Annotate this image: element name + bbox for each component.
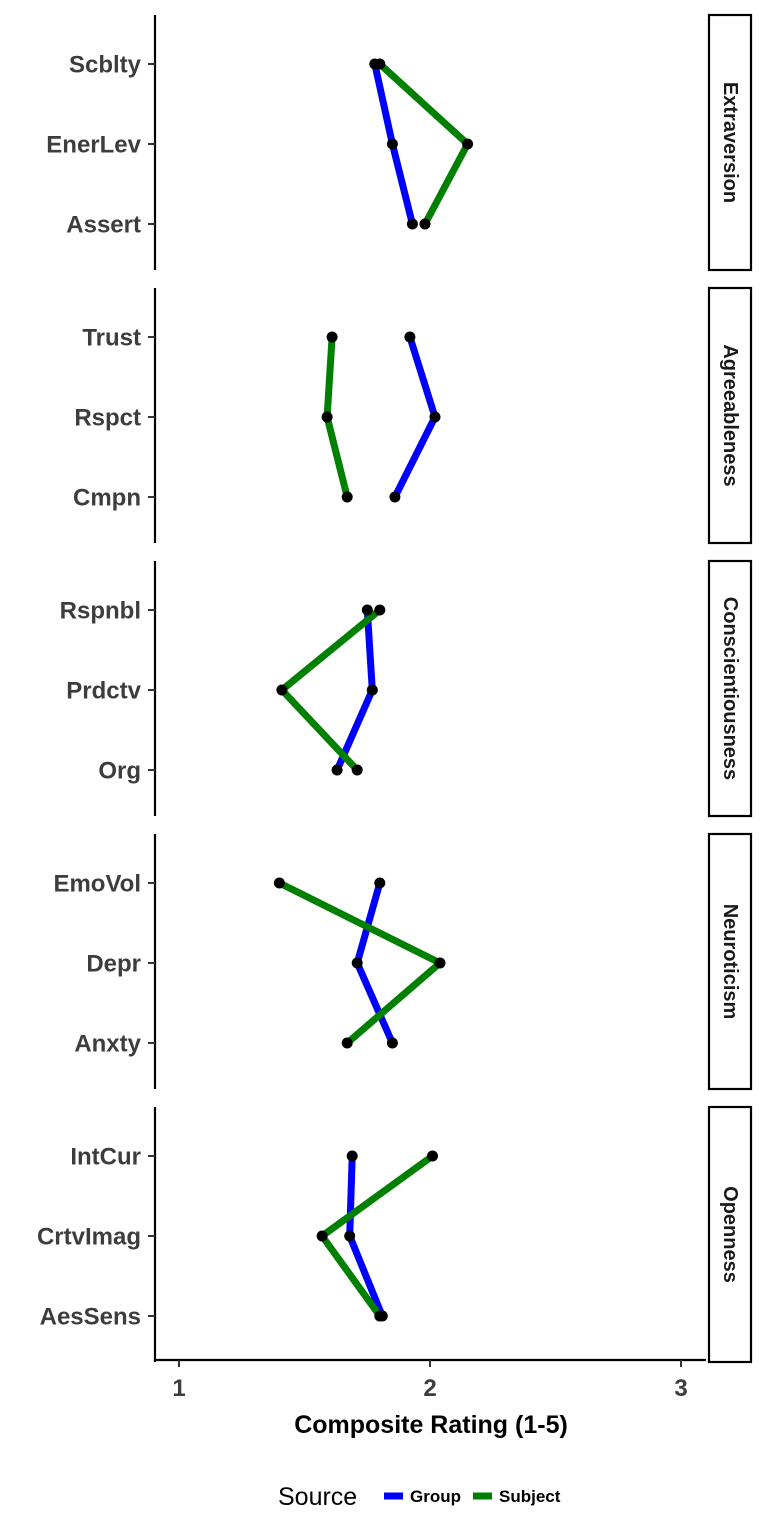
panel-conscientiousness: Rspnbl Prdctv Org Conscientiousness (60, 559, 753, 818)
data-point-group (429, 411, 441, 423)
facet-label-openness: Openness (719, 1186, 741, 1283)
y-tick-label-rspnbl: Rspnbl (60, 598, 141, 625)
data-point-subject (341, 1037, 353, 1049)
facet-strip (707, 559, 753, 818)
facet-strip (707, 832, 753, 1091)
data-point-subject (351, 764, 363, 776)
x-tick-label-2: 2 (423, 1375, 436, 1402)
data-point-subject (374, 1310, 386, 1322)
data-point-group (389, 491, 401, 503)
y-tick-label-scblty: Scblty (69, 52, 142, 79)
y-tick-label-depr: Depr (86, 951, 141, 978)
data-point-subject (419, 218, 431, 230)
panel-neuroticism: EmoVol Depr Anxty Neuroticism (53, 832, 753, 1091)
y-tick-label-enerlev: EnerLev (46, 132, 141, 159)
panel-agreeableness: Trust Rspct Cmpn Agreeableness (73, 286, 753, 545)
data-point-group (404, 331, 416, 343)
data-point-group (344, 1230, 356, 1242)
legend-title: Source (278, 1483, 357, 1511)
data-point-subject (374, 604, 386, 616)
data-point-subject (374, 58, 386, 70)
data-point-subject (341, 491, 353, 503)
data-point-group (331, 764, 343, 776)
data-point-group (374, 877, 386, 889)
panel-extraversion: Scblty EnerLev Assert Extraversion (46, 13, 753, 272)
x-axis-label: Composite Rating (1-5) (294, 1411, 568, 1439)
facet-label-extraversion: Extraversion (719, 82, 741, 203)
facet-strip (707, 1105, 753, 1364)
y-tick-label-org: Org (98, 758, 141, 785)
series-line-subject (278, 607, 383, 773)
data-point-subject (462, 138, 474, 150)
x-tick-label-1: 1 (172, 1375, 185, 1402)
facet-strip (707, 13, 753, 272)
data-point-subject (427, 1150, 438, 1162)
facet-label-neuroticism: Neuroticism (719, 904, 741, 1020)
y-tick-label-aessens: AesSens (40, 1304, 141, 1331)
facet-label-conscientiousness: Conscientiousness (719, 597, 741, 780)
y-tick-label-intcur: IntCur (70, 1144, 141, 1171)
x-tick-label-3: 3 (674, 1375, 687, 1402)
legend-label-subject: Subject (499, 1487, 561, 1506)
data-point-subject (316, 1230, 328, 1242)
series-line-group (391, 335, 439, 499)
data-point-subject (273, 877, 285, 889)
facet-label-agreeableness: Agreeableness (719, 344, 741, 486)
y-tick-label-anxty: Anxty (74, 1031, 141, 1058)
data-point-subject (276, 684, 288, 696)
legend-label-group: Group (410, 1487, 461, 1506)
chart-panels: Scblty EnerLev Assert Extraversion Trust Rspc… (37, 13, 753, 1364)
data-point-subject (326, 331, 338, 343)
facet-strip (707, 286, 753, 545)
x-axis: 1 2 3 (153, 1358, 706, 1402)
y-tick-label-trust: Trust (82, 325, 141, 352)
data-point-subject (434, 957, 446, 969)
data-point-group (351, 957, 363, 969)
data-point-group (366, 684, 378, 696)
y-tick-label-cmpn: Cmpn (73, 485, 141, 512)
data-point-group (386, 138, 398, 150)
series-line-subject (318, 1153, 435, 1319)
y-tick-label-assert: Assert (66, 212, 141, 239)
y-tick-label-rspct: Rspct (74, 405, 141, 432)
panel-openness: IntCur CrtvImag AesSens Openness (37, 1105, 753, 1364)
data-point-group (386, 1037, 398, 1049)
data-point-group (346, 1150, 358, 1162)
y-tick-label-emovol: EmoVol (53, 871, 141, 898)
data-point-group (406, 218, 418, 230)
data-point-group (361, 604, 373, 616)
data-point-subject (321, 411, 333, 423)
y-tick-label-prdctv: Prdctv (66, 678, 141, 705)
legend: Source Group Subject (278, 1483, 561, 1511)
y-tick-label-crtvimag: CrtvImag (37, 1224, 141, 1251)
